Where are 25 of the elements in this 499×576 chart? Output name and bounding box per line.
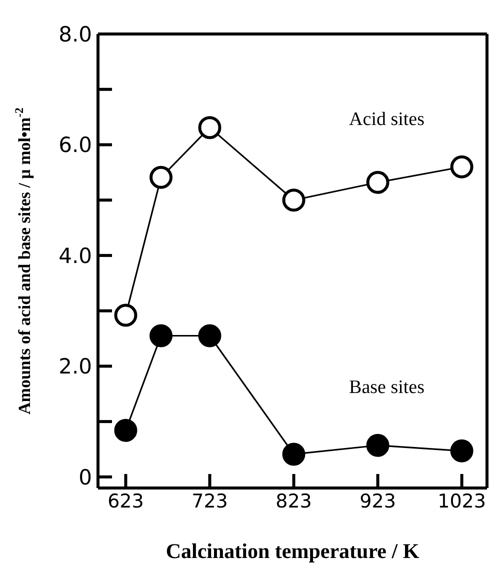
- x-tick-label: 1023: [438, 490, 486, 512]
- point: [198, 116, 222, 140]
- x-tick-label: 623: [108, 490, 144, 512]
- y-tick-label: 0: [78, 465, 92, 490]
- point: [282, 442, 306, 466]
- x-axis-title: Calcination temperature / K: [166, 539, 420, 563]
- point: [114, 418, 138, 442]
- point: [450, 155, 474, 178]
- point: [282, 188, 306, 212]
- x-tick-label: 823: [276, 490, 312, 512]
- y-tick-label: 4.0: [58, 244, 92, 268]
- point: [150, 324, 173, 348]
- y-tick-label: 2.0: [58, 354, 92, 379]
- x-tick-label: 723: [192, 490, 228, 512]
- text: Acid sites: [349, 108, 425, 130]
- point: [366, 170, 390, 194]
- point: [114, 304, 138, 327]
- point: [450, 439, 474, 462]
- text: Base sites: [349, 376, 425, 398]
- y-tick-label: 6.0: [58, 133, 92, 158]
- y-tick-label: 8.0: [58, 22, 92, 46]
- point: [150, 166, 173, 189]
- x-tick-label: 923: [360, 490, 396, 512]
- point: [366, 434, 390, 457]
- point: [198, 324, 222, 348]
